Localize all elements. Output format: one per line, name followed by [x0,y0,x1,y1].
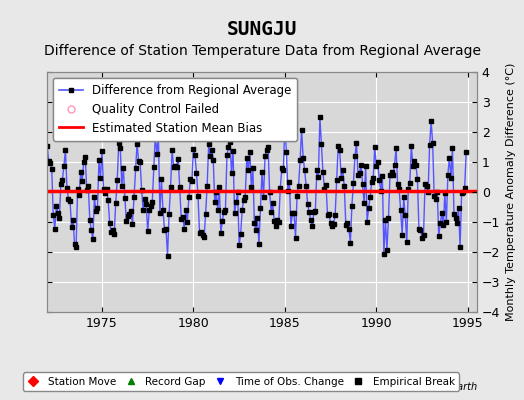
Legend: Station Move, Record Gap, Time of Obs. Change, Empirical Break: Station Move, Record Gap, Time of Obs. C… [23,372,459,391]
Legend: Difference from Regional Average, Quality Control Failed, Estimated Station Mean: Difference from Regional Average, Qualit… [53,78,297,140]
Text: Difference of Station Temperature Data from Regional Average: Difference of Station Temperature Data f… [43,44,481,58]
Text: Berkeley Earth: Berkeley Earth [405,382,477,392]
Y-axis label: Monthly Temperature Anomaly Difference (°C): Monthly Temperature Anomaly Difference (… [506,63,516,321]
Text: SUNGJU: SUNGJU [227,20,297,39]
